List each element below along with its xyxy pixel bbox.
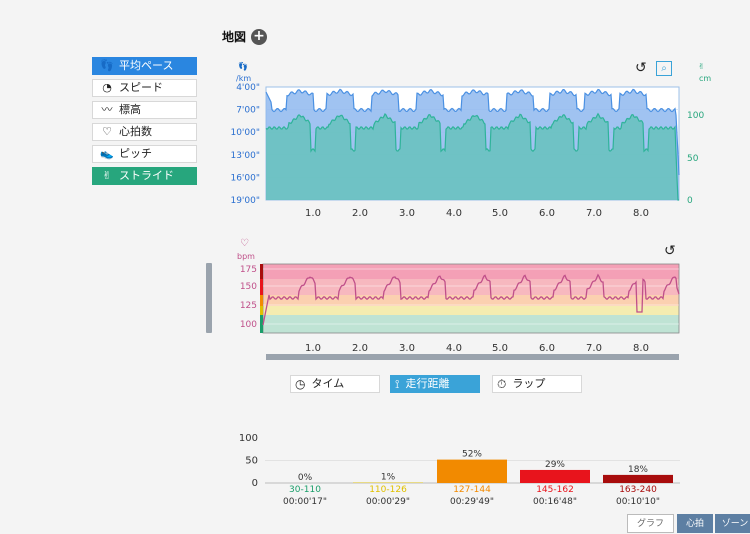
segment-2[interactable]: ⏱ ラップ — [492, 375, 582, 393]
zone-time: 00:29'49" — [450, 497, 494, 507]
pace-x-tick: 2.0 — [352, 208, 368, 219]
zone-pct: 18% — [628, 465, 648, 475]
zone-pct: 1% — [381, 473, 396, 483]
hr-zone-band — [263, 295, 679, 306]
hr-x-tick: 3.0 — [399, 343, 415, 354]
zone-time: 00:10'10" — [616, 497, 660, 507]
pace-x-tick: 4.0 — [446, 208, 462, 219]
pace-y-tick: 13'00" — [230, 151, 260, 161]
segment-label: タイム — [311, 375, 344, 393]
hr-y-tick: 175 — [240, 265, 257, 275]
metric-label: ストライド — [119, 167, 174, 185]
pace-x-tick: 8.0 — [633, 208, 649, 219]
metric-item-3[interactable]: ♡心拍数 — [92, 123, 197, 141]
zone-range: 30-110 — [289, 485, 321, 495]
hr-y-tick: 125 — [240, 301, 257, 311]
pace-y-tick: 16'00" — [230, 173, 260, 183]
hr-x-tick: 8.0 — [633, 343, 649, 354]
vertical-scrollbar[interactable] — [206, 263, 212, 333]
hr-x-tick: 7.0 — [586, 343, 602, 354]
segment-label: ラップ — [512, 375, 545, 393]
zone-range: 145-162 — [536, 485, 574, 495]
zone-time: 00:00'17" — [283, 497, 327, 507]
heart-rate-chart[interactable]: 175 150 125 100 1.0 2.0 3.0 4.0 5.0 6.0 7.0 8.0 — [200, 260, 720, 360]
pace-x-tick: 5.0 — [492, 208, 508, 219]
metric-item-2[interactable]: 〰標高 — [92, 101, 197, 119]
pace-icon: 👣 — [238, 62, 248, 71]
metric-item-1[interactable]: ◔スピード — [92, 79, 197, 97]
heart-rate-icon: ♡ — [240, 238, 249, 249]
hr-x-tick: 5.0 — [492, 343, 508, 354]
zone-bar — [520, 470, 590, 483]
zone-y-tick: 0 — [252, 478, 258, 489]
metric-label: スピード — [119, 79, 163, 97]
zone-range: 110-126 — [369, 485, 407, 495]
metric-label: 標高 — [119, 101, 141, 119]
reset-zoom-hr-icon[interactable]: ↺ — [664, 243, 676, 259]
stopwatch-icon: ⏱ — [497, 375, 506, 393]
metric-label: ピッチ — [119, 145, 152, 163]
footprints-icon: 👣 — [99, 57, 115, 75]
hr-zone-band — [263, 279, 679, 295]
zone-pct: 52% — [462, 450, 482, 460]
elevation-icon: 〰 — [99, 101, 115, 119]
pace-x-tick: 1.0 — [305, 208, 321, 219]
bottom-tab-1[interactable]: 心拍 — [677, 514, 713, 533]
pace-y-tick: 7'00" — [236, 106, 260, 116]
zone-y-tick: 50 — [245, 456, 258, 467]
hr-zone-band — [263, 264, 679, 279]
zone-bar-chart: 100 50 0 0% 30-110 00:00'17" 1% 110-126 00:00'29… — [200, 425, 700, 515]
zoom-search-icon[interactable]: ⌕ — [656, 61, 672, 76]
speedometer-icon: ◔ — [99, 79, 115, 97]
bottom-tab-2[interactable]: ゾーン — [715, 514, 750, 533]
hr-y-tick: 150 — [240, 282, 257, 292]
segment-1[interactable]: ⟟ 走行距離 — [390, 375, 480, 393]
metric-item-0[interactable]: 👣平均ペース — [92, 57, 197, 75]
plus-circle-icon[interactable]: + — [251, 29, 267, 45]
zone-range: 163-240 — [619, 485, 657, 495]
stride-icon: ✌ — [99, 167, 115, 185]
zone-bar — [437, 460, 507, 483]
pace-chart[interactable]: 4'00" 7'00" 10'00" 13'00" 16'00" 19'00" 100 50 0… — [200, 80, 720, 225]
zone-time: 00:16'48" — [533, 497, 577, 507]
clock-icon: ◷ — [295, 375, 305, 393]
hr-x-tick: 1.0 — [305, 343, 321, 354]
stride-icon: ✌ — [698, 62, 705, 71]
segment-label: 走行距離 — [405, 375, 449, 393]
pace-x-tick: 3.0 — [399, 208, 415, 219]
segment-0[interactable]: ◷ タイム — [290, 375, 380, 393]
metric-list: 👣平均ペース◔スピード〰標高♡心拍数👟ピッチ✌ストライド — [92, 57, 197, 189]
zone-time: 00:00'29" — [366, 497, 410, 507]
metric-label: 平均ペース — [119, 57, 173, 75]
hr-x-tick: 6.0 — [539, 343, 555, 354]
zone-pct: 0% — [298, 473, 313, 483]
distance-icon: ⟟ — [395, 375, 399, 393]
metric-item-4[interactable]: 👟ピッチ — [92, 145, 197, 163]
zone-bar — [603, 475, 673, 483]
zone-range: 127-144 — [453, 485, 491, 495]
zone-pct: 29% — [545, 460, 565, 470]
metric-item-5[interactable]: ✌ストライド — [92, 167, 197, 185]
stride-y-tick: 50 — [687, 154, 699, 164]
reset-zoom-icon[interactable]: ↺ — [635, 60, 647, 76]
metric-label: 心拍数 — [119, 123, 152, 141]
pace-y-tick: 19'00" — [230, 196, 260, 206]
hr-x-tick: 2.0 — [352, 343, 368, 354]
pace-y-tick: 10'00" — [230, 128, 260, 138]
hr-x-tick: 4.0 — [446, 343, 462, 354]
hr-zone-band — [263, 306, 679, 315]
zone-y-tick: 100 — [239, 433, 258, 444]
map-title: 地図 — [222, 28, 246, 45]
heart-icon: ♡ — [99, 123, 115, 141]
pace-x-tick: 7.0 — [586, 208, 602, 219]
pace-y-tick: 4'00" — [236, 83, 260, 93]
pace-x-tick: 6.0 — [539, 208, 555, 219]
horizontal-scrollbar[interactable] — [266, 354, 679, 360]
bottom-tab-0[interactable]: グラフ — [627, 514, 674, 533]
stride-y-tick: 0 — [687, 196, 693, 206]
stride-y-tick: 100 — [687, 111, 704, 121]
steps-icon: 👟 — [99, 145, 115, 163]
hr-y-tick: 100 — [240, 320, 257, 330]
